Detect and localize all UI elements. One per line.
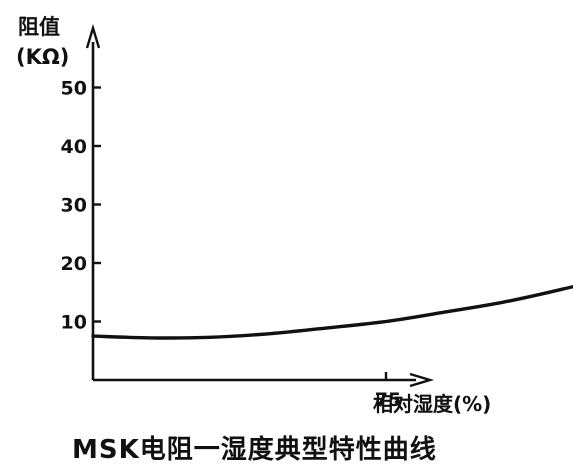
ticks: 102030405075808590 (61, 78, 402, 412)
series (91, 284, 573, 340)
y-tick-label: 50 (61, 78, 87, 100)
y-axis-arrow (85, 23, 101, 49)
y-tick-label: 10 (61, 312, 87, 334)
y-tick-label: 30 (61, 195, 87, 217)
series-line (91, 284, 573, 340)
axes (85, 23, 435, 388)
chart-title: MSK电阻一湿度典型特性曲线 (72, 434, 437, 465)
y-tick-label: 20 (61, 253, 87, 275)
x-axis-arrow (409, 372, 435, 388)
x-tick-label: 75 (375, 389, 401, 411)
x-axis-label: 相对湿度(%) (373, 392, 491, 416)
y-axis-label: 阻值 (18, 15, 60, 39)
y-axis-unit: (KΩ) (16, 45, 69, 69)
y-tick-label: 40 (61, 136, 87, 158)
